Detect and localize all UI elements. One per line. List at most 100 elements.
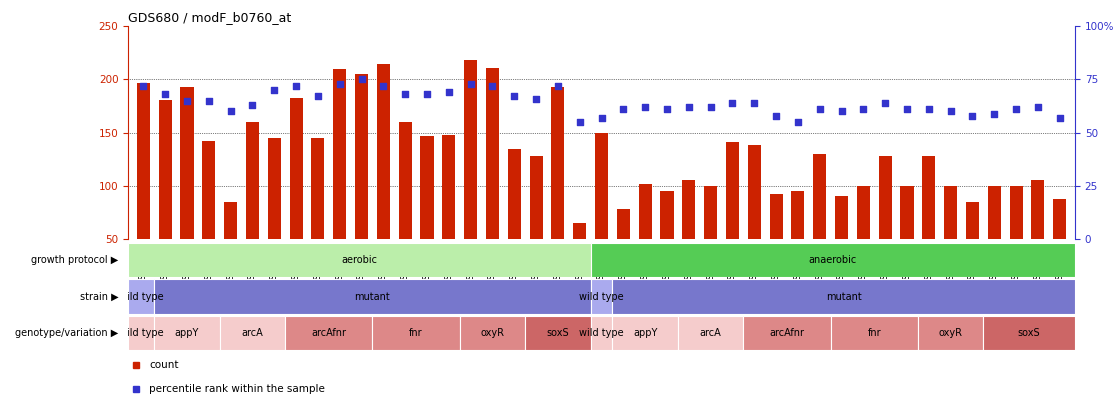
- Bar: [128, 243, 590, 277]
- Bar: [267, 138, 281, 239]
- Point: [636, 104, 654, 110]
- Point: [527, 95, 545, 102]
- Text: wild type: wild type: [119, 328, 164, 338]
- Point: [789, 119, 807, 125]
- Bar: [770, 194, 783, 239]
- Bar: [203, 141, 215, 239]
- Bar: [224, 202, 237, 239]
- Point: [506, 93, 524, 100]
- Bar: [525, 316, 590, 350]
- Point: [877, 100, 895, 106]
- Bar: [574, 223, 586, 239]
- Bar: [1009, 186, 1023, 239]
- Point: [440, 89, 458, 96]
- Text: arcA: arcA: [700, 328, 722, 338]
- Bar: [813, 154, 827, 239]
- Bar: [465, 60, 477, 239]
- Text: aerobic: aerobic: [341, 255, 378, 265]
- Text: fnr: fnr: [409, 328, 423, 338]
- Text: anaerobic: anaerobic: [809, 255, 857, 265]
- Bar: [399, 122, 412, 239]
- Text: genotype/variation ▶: genotype/variation ▶: [16, 328, 119, 338]
- Bar: [918, 316, 984, 350]
- Bar: [442, 135, 456, 239]
- Text: wild type: wild type: [579, 292, 624, 302]
- Point: [768, 112, 785, 119]
- Text: arcAfnr: arcAfnr: [311, 328, 346, 338]
- Text: fnr: fnr: [868, 328, 881, 338]
- Point: [135, 83, 153, 89]
- Text: arcAfnr: arcAfnr: [770, 328, 804, 338]
- Bar: [128, 279, 155, 314]
- Bar: [420, 136, 433, 239]
- Bar: [857, 186, 870, 239]
- Point: [745, 100, 763, 106]
- Point: [570, 119, 588, 125]
- Point: [461, 81, 479, 87]
- Text: wild type: wild type: [119, 292, 164, 302]
- Bar: [590, 316, 613, 350]
- Bar: [180, 87, 194, 239]
- Bar: [595, 133, 608, 239]
- Point: [483, 83, 501, 89]
- Bar: [333, 69, 346, 239]
- Text: strain ▶: strain ▶: [80, 292, 119, 302]
- Text: appY: appY: [633, 328, 657, 338]
- Point: [898, 106, 916, 113]
- Text: soxS: soxS: [547, 328, 569, 338]
- Text: mutant: mutant: [354, 292, 390, 302]
- Text: soxS: soxS: [1018, 328, 1040, 338]
- Text: mutant: mutant: [825, 292, 861, 302]
- Point: [702, 104, 720, 110]
- Bar: [678, 316, 743, 350]
- Point: [287, 83, 305, 89]
- Bar: [590, 243, 1075, 277]
- Bar: [508, 149, 521, 239]
- Bar: [137, 83, 150, 239]
- Point: [418, 91, 436, 98]
- Point: [615, 106, 633, 113]
- Bar: [460, 316, 525, 350]
- Point: [593, 115, 610, 121]
- Bar: [1053, 198, 1066, 239]
- Point: [1029, 104, 1047, 110]
- Bar: [613, 316, 678, 350]
- Bar: [638, 183, 652, 239]
- Bar: [726, 142, 739, 239]
- Bar: [836, 196, 848, 239]
- Bar: [617, 209, 629, 239]
- Point: [941, 108, 959, 115]
- Point: [244, 102, 262, 108]
- Bar: [988, 186, 1000, 239]
- Point: [199, 98, 217, 104]
- Point: [920, 106, 938, 113]
- Bar: [791, 191, 804, 239]
- Point: [680, 104, 697, 110]
- Point: [178, 98, 196, 104]
- Bar: [613, 279, 1075, 314]
- Point: [1007, 106, 1025, 113]
- Point: [811, 106, 829, 113]
- Bar: [966, 202, 979, 239]
- Point: [265, 87, 283, 93]
- Bar: [529, 156, 543, 239]
- Bar: [747, 145, 761, 239]
- Bar: [831, 316, 918, 350]
- Point: [397, 91, 414, 98]
- Bar: [984, 316, 1075, 350]
- Point: [549, 83, 567, 89]
- Bar: [661, 191, 674, 239]
- Bar: [704, 186, 717, 239]
- Point: [374, 83, 392, 89]
- Text: oxyR: oxyR: [480, 328, 505, 338]
- Text: appY: appY: [175, 328, 199, 338]
- Bar: [290, 98, 303, 239]
- Bar: [128, 316, 155, 350]
- Text: oxyR: oxyR: [939, 328, 962, 338]
- Bar: [155, 316, 219, 350]
- Text: count: count: [149, 360, 178, 369]
- Bar: [922, 156, 936, 239]
- Bar: [590, 279, 613, 314]
- Point: [724, 100, 742, 106]
- Point: [658, 106, 676, 113]
